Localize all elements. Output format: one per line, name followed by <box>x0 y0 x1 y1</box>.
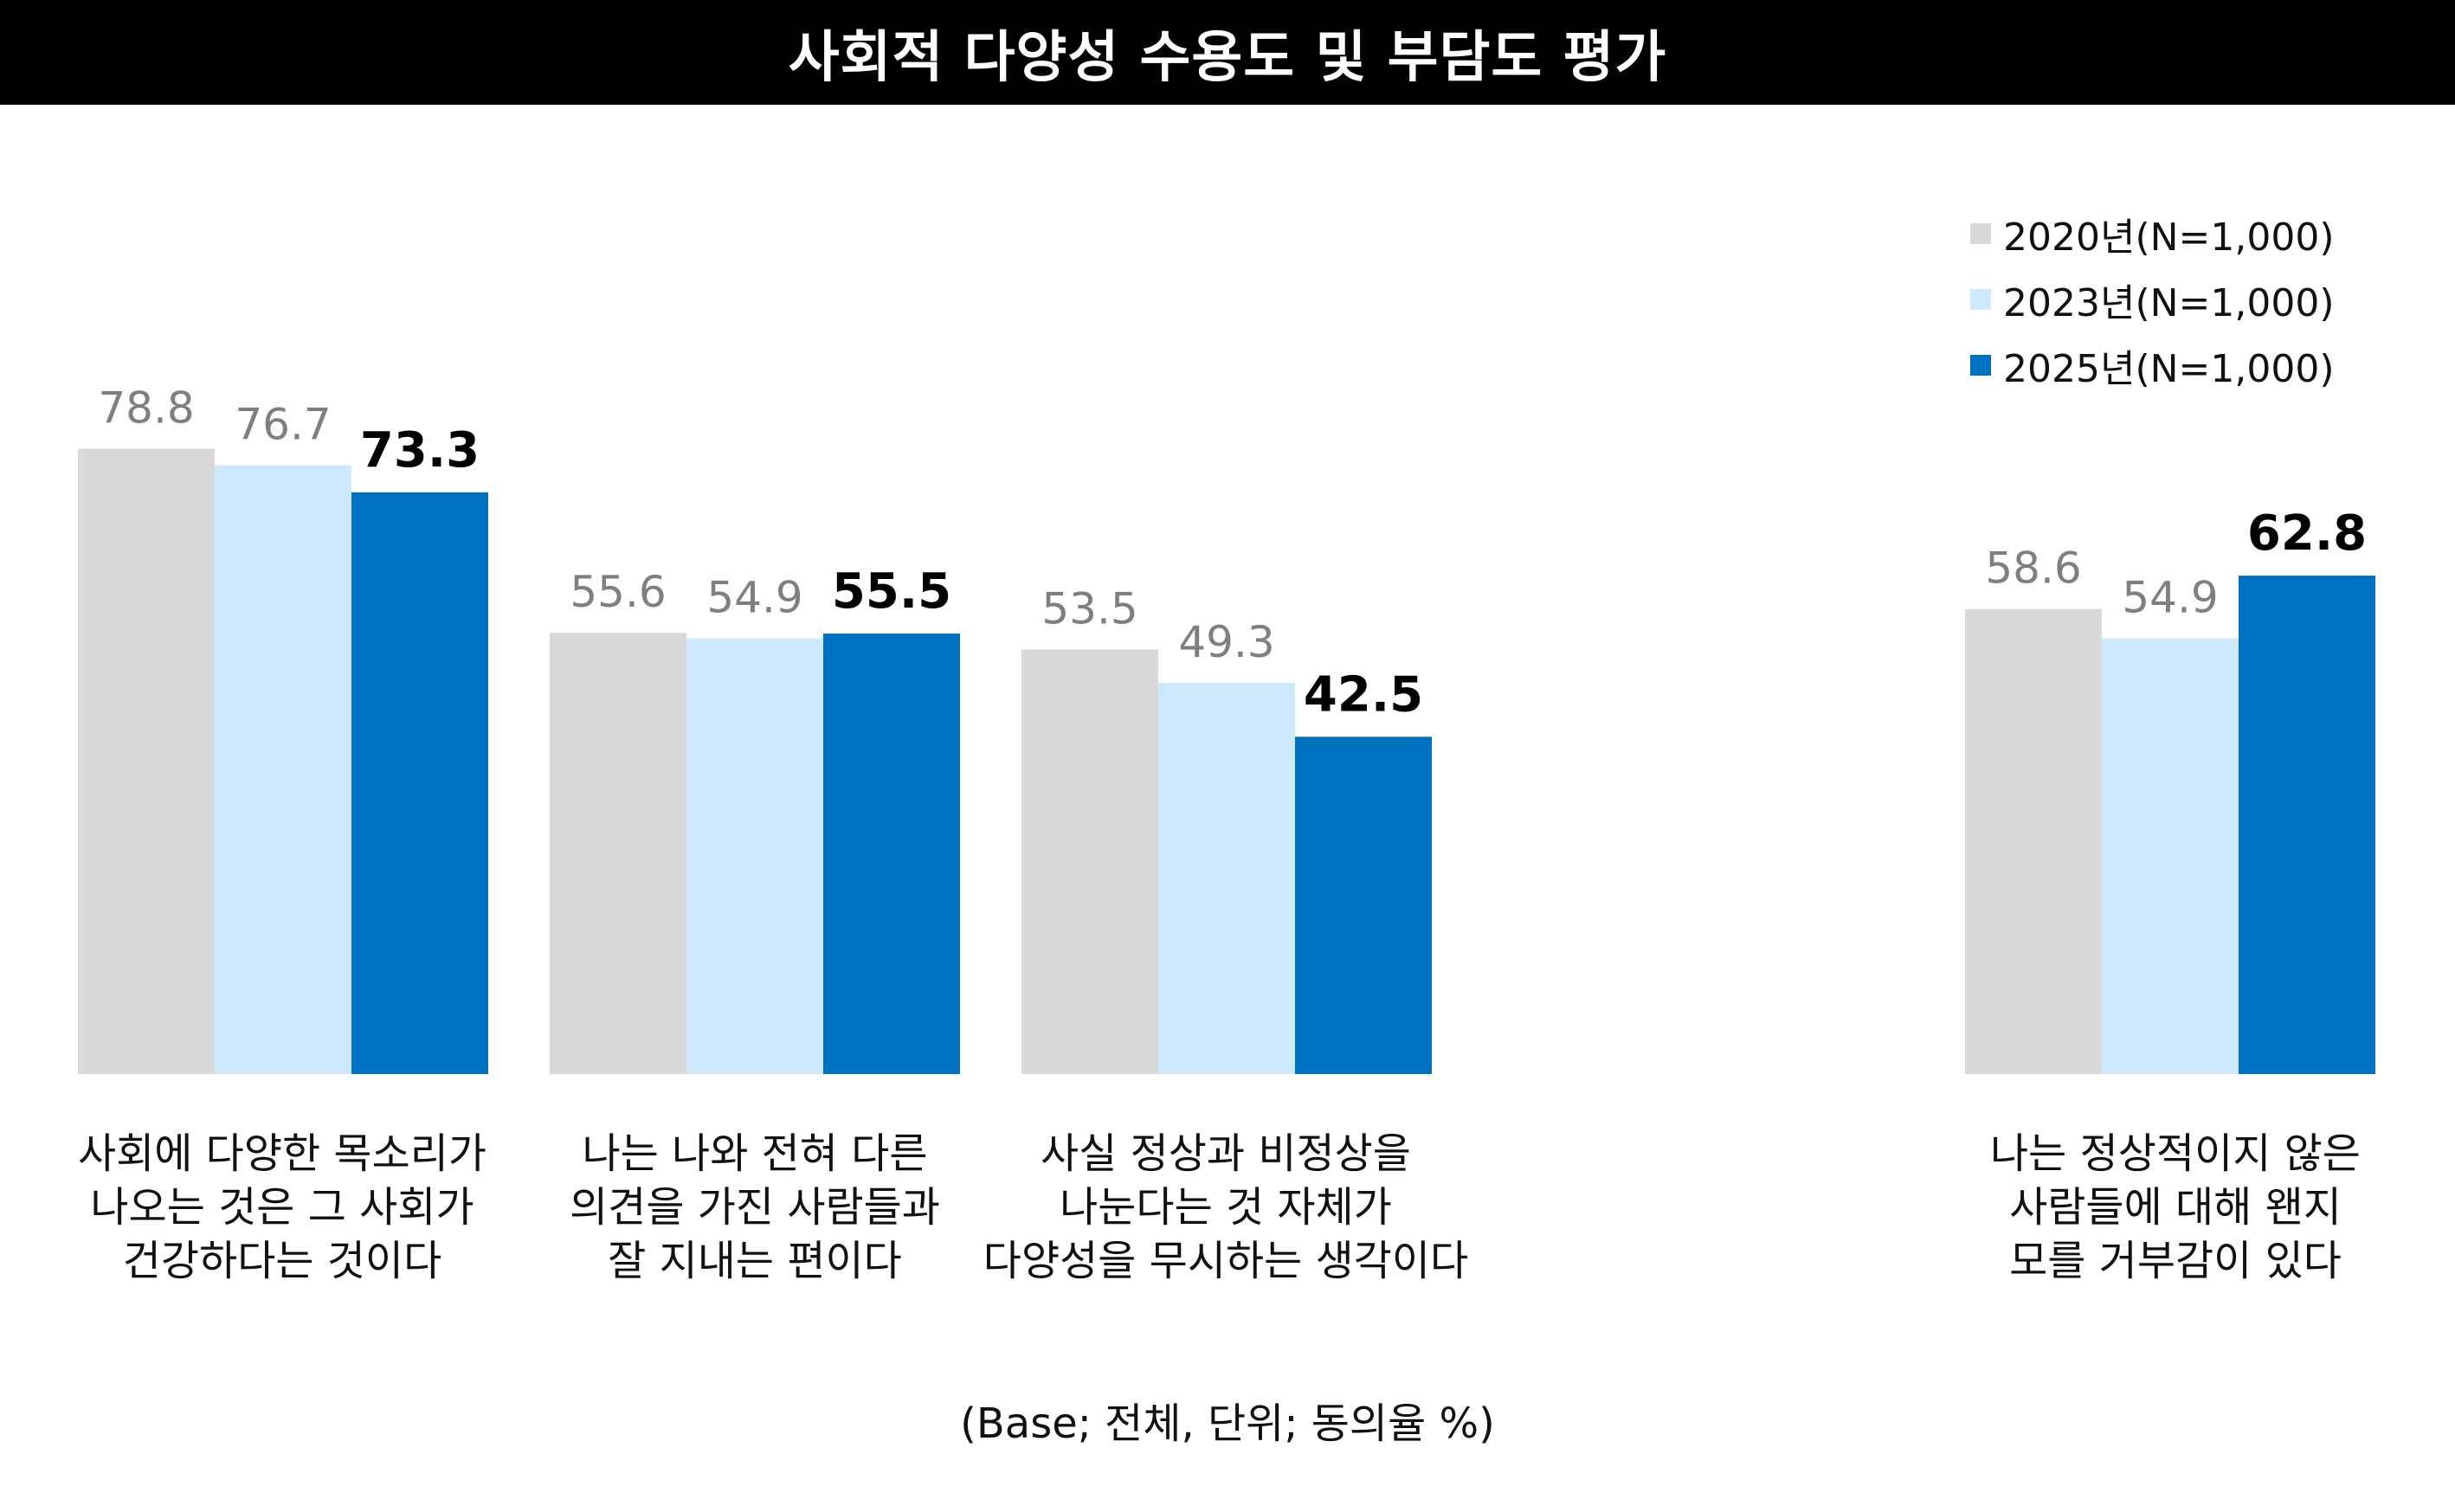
bar-2023-category-1 <box>215 465 351 1074</box>
value-label-2025-category-3: 42.5 <box>1304 666 1423 723</box>
bar-2020-category-2 <box>550 633 686 1074</box>
category-label-3: 사실 정상과 비정상을 나눈다는 것 자체가 다양성을 무시하는 생각이다 <box>983 1129 1469 1285</box>
value-label-2025-category-1: 73.3 <box>360 422 480 479</box>
chart-title: 사회적 다양성 수용도 및 부담도 평가 <box>788 25 1667 90</box>
value-label-2020-category-4: 58.6 <box>1985 544 2081 594</box>
bar-2023-category-2 <box>686 638 823 1074</box>
legend-swatch-2025 <box>1970 355 1991 376</box>
bar-2025-category-1 <box>351 492 488 1074</box>
value-label-2020-category-2: 55.6 <box>570 567 666 617</box>
legend-item-2020: 2020년(N=1,000) <box>1970 201 2335 267</box>
category-label-4: 나는 정상적이지 않은 사람들에 대해 왠지 모를 거부감이 있다 <box>1990 1129 2361 1285</box>
legend-label-2020: 2020년(N=1,000) <box>2003 216 2335 260</box>
value-label-2020-category-1: 78.8 <box>98 383 194 433</box>
legend-label-2023: 2023년(N=1,000) <box>2003 281 2335 325</box>
category-label-2: 나는 나와 전혀 다른 의견을 가진 사람들과 잘 지내는 편이다 <box>570 1129 940 1285</box>
category-label-1: 사회에 다양한 목소리가 나오는 것은 그 사회가 건강하다는 것이다 <box>77 1129 487 1285</box>
bar-2025-category-3 <box>1295 737 1432 1074</box>
value-label-2023-category-4: 54.9 <box>2122 573 2218 623</box>
bar-2025-category-4 <box>2239 576 2375 1074</box>
legend: 2020년(N=1,000) 2023년(N=1,000) 2025년(N=1,… <box>1970 201 2335 398</box>
legend-label-2025: 2025년(N=1,000) <box>2003 347 2335 391</box>
legend-swatch-2020 <box>1970 223 1991 244</box>
bar-2020-category-3 <box>1021 649 1158 1074</box>
value-label-2025-category-4: 62.8 <box>2247 505 2367 562</box>
bar-2025-category-2 <box>823 634 960 1074</box>
bar-2023-category-3 <box>1158 682 1295 1074</box>
value-label-2020-category-3: 53.5 <box>1041 583 1137 634</box>
legend-item-2023: 2023년(N=1,000) <box>1970 267 2335 332</box>
bar-2020-category-1 <box>78 448 215 1074</box>
title-bar: 사회적 다양성 수용도 및 부담도 평가 <box>0 0 2455 105</box>
legend-swatch-2023 <box>1970 289 1991 310</box>
value-label-2023-category-1: 76.7 <box>235 400 331 450</box>
bar-2020-category-4 <box>1965 608 2102 1074</box>
value-label-2023-category-2: 54.9 <box>706 573 802 623</box>
value-label-2023-category-3: 49.3 <box>1178 617 1274 667</box>
value-label-2025-category-2: 55.5 <box>832 563 951 620</box>
legend-item-2025: 2025년(N=1,000) <box>1970 332 2335 398</box>
bar-2023-category-4 <box>2102 638 2239 1074</box>
footnote: (Base; 전체, 단위; 동의율 %) <box>960 1399 1495 1448</box>
